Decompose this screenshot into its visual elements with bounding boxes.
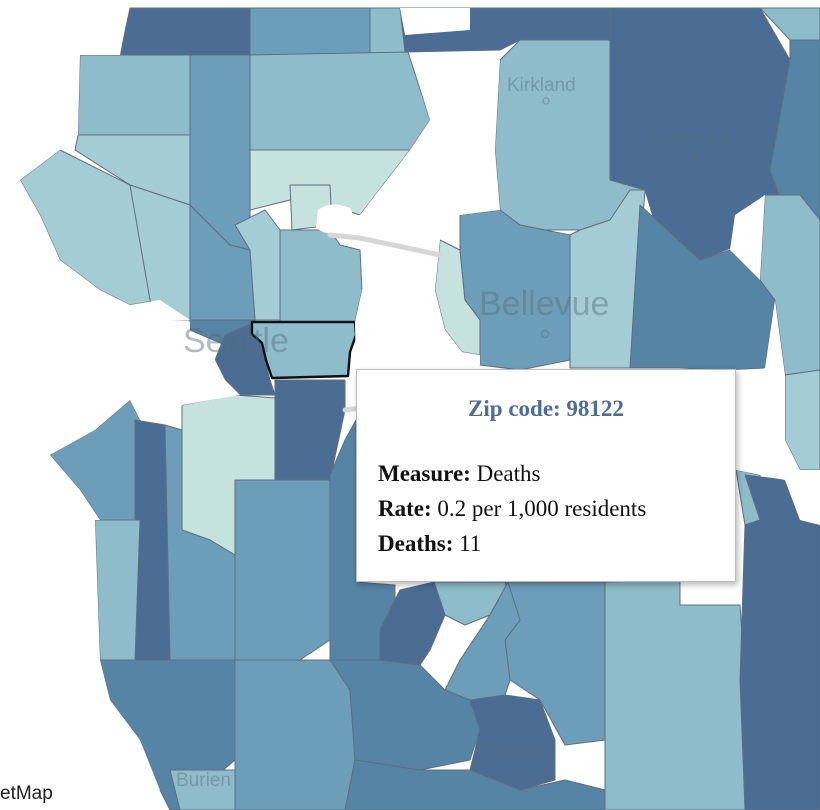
place-label-burien: Burien [176, 770, 231, 791]
zip-region[interactable] [459, 209, 571, 371]
place-dot-redmond [691, 152, 699, 160]
tooltip-measure-label: Measure: [378, 461, 471, 486]
zip-region[interactable] [234, 479, 331, 661]
tooltip-rate-value: 0.2 per 1,000 residents [437, 496, 647, 521]
zip-region[interactable] [604, 579, 746, 810]
zip-region[interactable] [249, 51, 431, 151]
puget-sound-southwest [0, 455, 160, 790]
lake-union-ship-canal [316, 204, 354, 235]
tooltip-measure-value: Deaths [476, 461, 541, 486]
place-dot-bellevue [540, 329, 550, 339]
zip-region[interactable] [444, 581, 521, 701]
tooltip-rate-label: Rate: [378, 496, 432, 521]
zip-region[interactable] [77, 54, 191, 136]
zip-region[interactable] [379, 581, 446, 666]
tooltip-rate-row: Rate: 0.2 per 1,000 residents [378, 496, 646, 522]
zip-region[interactable] [134, 419, 171, 661]
tooltip-deaths-value: 11 [459, 531, 482, 556]
upper-sound-gap [400, 8, 470, 35]
place-label-seattle: Seattle [183, 322, 289, 360]
tooltip-measure-row: Measure: Deaths [378, 461, 540, 487]
place-label-renton: Renton [488, 739, 549, 760]
lake-washington [320, 53, 500, 251]
lake-sammamish [730, 195, 820, 525]
zip-tooltip: Zip code: 98122 Measure: Deaths Rate: 0.… [356, 369, 736, 582]
zip-region[interactable] [94, 519, 141, 661]
bridge-road [327, 232, 443, 258]
lake-washington-south [355, 240, 480, 370]
zip-region[interactable] [169, 769, 236, 810]
zip-region[interactable] [344, 759, 606, 810]
map-attribution[interactable]: etMap [0, 780, 59, 810]
zip-region[interactable] [249, 7, 371, 56]
tooltip-deaths-row: Deaths: 11 [378, 531, 481, 557]
puget-sound-west [0, 0, 190, 325]
zip-region[interactable] [234, 659, 356, 810]
tooltip-deaths-label: Deaths: [378, 531, 454, 556]
place-label-bellevue: Bellevue [479, 285, 609, 323]
zip-region[interactable] [119, 7, 251, 56]
elliott-bay [0, 322, 240, 470]
zip-region[interactable] [739, 474, 820, 810]
place-label-redmond: Redmond [650, 128, 732, 149]
tooltip-title: Zip code: 98122 [468, 396, 624, 421]
zip-region[interactable] [494, 39, 646, 231]
zip-region[interactable] [759, 7, 820, 46]
zip-region[interactable] [569, 189, 646, 369]
place-dot-kirkland [542, 97, 550, 105]
place-label-kirkland: Kirkland [507, 75, 576, 96]
zip-region[interactable] [469, 694, 556, 791]
